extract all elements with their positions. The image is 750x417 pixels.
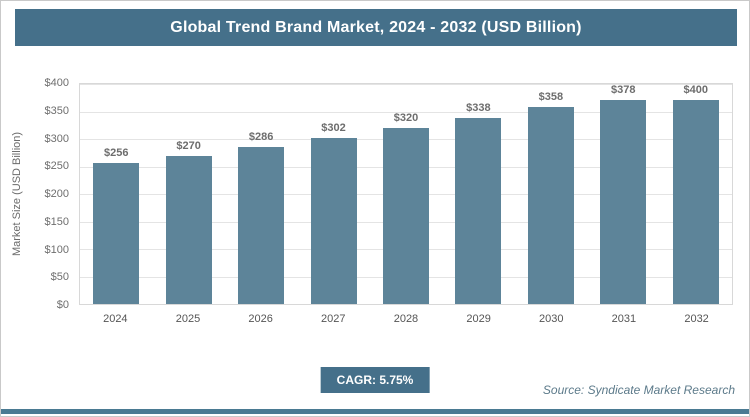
source-text: Source: Syndicate Market Research — [542, 383, 735, 397]
bar — [382, 128, 429, 304]
bar-value-label: $286 — [248, 130, 274, 143]
x-tick-label: 2025 — [175, 313, 201, 325]
y-tick-label: $100 — [44, 243, 69, 256]
bar-value-label: $270 — [176, 139, 201, 152]
bar-column: $320 — [370, 84, 442, 304]
bar-column: $256 — [80, 84, 152, 304]
x-tick-label: 2031 — [611, 313, 637, 325]
y-tick-label: $350 — [44, 104, 69, 117]
bar-value-label: $338 — [466, 102, 491, 115]
bar — [238, 146, 285, 304]
bar — [600, 100, 647, 304]
x-tick-label: 2029 — [466, 313, 491, 325]
x-tick-label: 2027 — [321, 313, 346, 325]
chart-title-bar: Global Trend Brand Market, 2024 - 2032 (… — [15, 9, 737, 46]
bar — [455, 118, 502, 304]
bar-column: $338 — [442, 84, 514, 304]
plot-area: $256 $270 $286 $302 $320 $338 $358 $378 $400 — [79, 83, 733, 305]
bar — [93, 163, 140, 304]
bar-value-label: $302 — [321, 121, 346, 134]
gridline — [80, 84, 732, 85]
bottom-accent-line — [1, 409, 749, 414]
bar-value-label: $256 — [103, 147, 129, 160]
bar-column: $358 — [515, 84, 587, 304]
bar-column: $400 — [660, 84, 732, 304]
bar-column: $378 — [587, 84, 659, 304]
y-tick-label: $200 — [44, 188, 69, 200]
bars-container: $256 $270 $286 $302 $320 $338 $358 $378 $400 — [80, 84, 732, 304]
y-tick-label: $250 — [44, 160, 69, 173]
x-tick-label: 2028 — [393, 313, 419, 325]
cagr-badge: CAGR: 5.75% — [320, 367, 430, 393]
bar — [527, 107, 574, 304]
bar-value-label: $378 — [611, 84, 636, 96]
x-tick-label: 2026 — [248, 313, 273, 325]
bar-value-label: $320 — [393, 112, 419, 124]
bar — [310, 137, 357, 304]
y-axis-title: Market Size (USD Billion) — [11, 131, 23, 257]
bar-column: $270 — [153, 84, 225, 304]
bar-column: $302 — [298, 84, 370, 304]
bar-value-label: $400 — [683, 84, 708, 96]
bar-value-label: $358 — [538, 91, 564, 104]
y-tick-label: $400 — [44, 77, 69, 89]
x-tick-label: 2024 — [103, 313, 128, 325]
x-tick-label: 2032 — [684, 313, 709, 325]
chart-title: Global Trend Brand Market, 2024 - 2032 (… — [170, 18, 582, 36]
bar-column: $286 — [225, 84, 297, 304]
y-tick-label: $300 — [44, 132, 69, 145]
gridline — [80, 111, 732, 113]
x-axis-labels: 2024 2025 2026 2027 2028 2029 2030 2031 2032 — [79, 313, 733, 325]
bar — [672, 100, 719, 304]
y-axis-labels: $400 $350 $300 $250 $200 $150 $100 $50 $0 — [29, 77, 73, 311]
y-tick-label: $0 — [56, 299, 69, 311]
y-tick-label: $150 — [44, 215, 69, 228]
x-tick-label: 2030 — [539, 313, 564, 325]
y-tick-label: $50 — [50, 271, 69, 284]
bar — [165, 155, 212, 304]
